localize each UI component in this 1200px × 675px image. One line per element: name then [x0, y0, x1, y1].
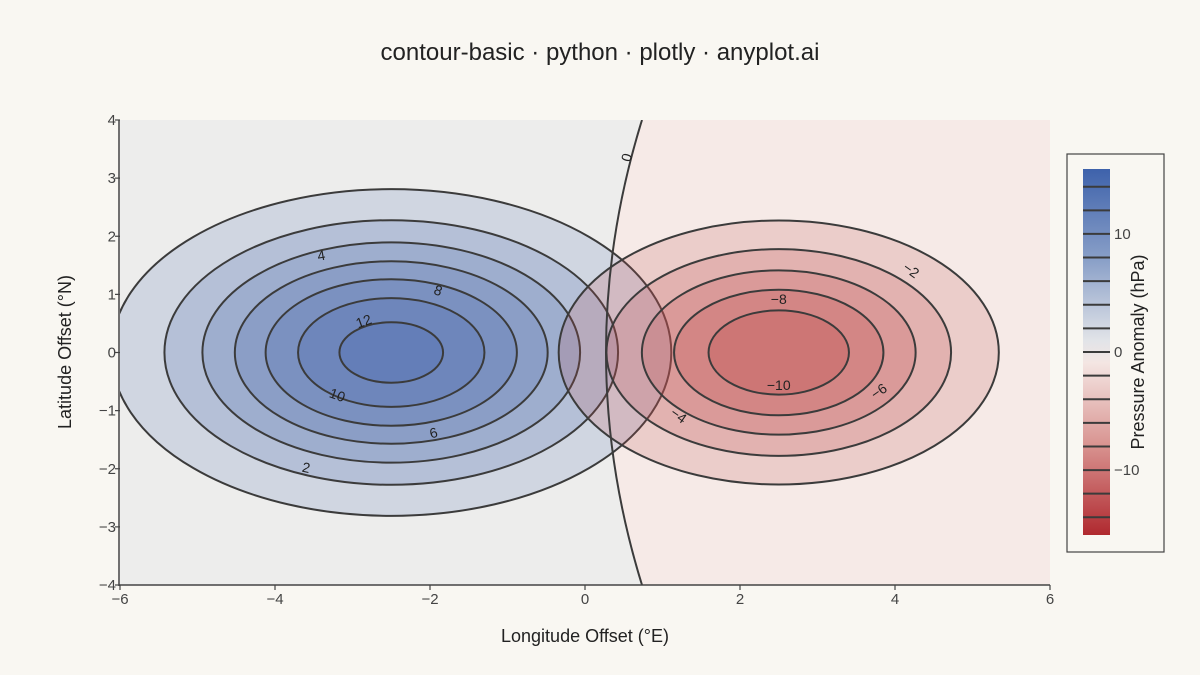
y-tick-label: 0	[108, 345, 116, 362]
colorbar-title: Pressure Anomaly (hPa)	[1128, 254, 1148, 449]
contour-zero-line	[605, 120, 643, 585]
y-axis-ticks: −4 −3 −2 −1 0 1 2 3 4	[99, 112, 120, 594]
x-tick-label: −2	[421, 591, 438, 608]
plot-area	[120, 120, 1050, 585]
contour-level-14	[338, 321, 445, 384]
contour-level--6	[640, 269, 917, 436]
contour-label: −2	[900, 259, 922, 281]
contour-level--10	[707, 309, 850, 396]
contour-label: −4	[668, 404, 690, 426]
y-tick-label: −1	[99, 403, 116, 420]
contour-label: 0	[618, 151, 636, 163]
y-tick-label: −2	[99, 461, 116, 478]
contour-label: 4	[316, 247, 327, 264]
x-tick-label: 6	[1046, 591, 1054, 608]
contour-label: 10	[327, 385, 347, 405]
x-tick-label: 0	[581, 591, 589, 608]
background-right	[606, 120, 1050, 585]
contour-lines	[120, 188, 1000, 517]
colorbar-ticks: 10 0 −10	[1114, 226, 1139, 479]
x-tick-label: −4	[266, 591, 283, 608]
contour-level-4	[163, 219, 620, 486]
x-tick-label: 4	[891, 591, 899, 608]
colorbar-tick-label: 10	[1114, 226, 1131, 243]
contour-level-2	[120, 188, 673, 517]
x-axis-ticks: −6 −4 −2 0 2 4 6	[111, 585, 1054, 608]
contour-level--2	[557, 219, 1000, 486]
y-tick-label: −3	[99, 519, 116, 536]
contour-level-8	[233, 260, 549, 445]
colorbar: 10 0 −10 Pressure Anomaly (hPa)	[1066, 153, 1165, 553]
contour-label: 2	[301, 459, 312, 476]
background-left	[120, 120, 640, 585]
contour-label: −6	[868, 380, 890, 402]
y-tick-label: 1	[108, 286, 116, 303]
contour-label: 6	[428, 424, 440, 442]
x-tick-label: −6	[111, 591, 128, 608]
x-axis-label: Longitude Offset (°E)	[501, 626, 669, 646]
contour-level-6	[201, 241, 582, 464]
colorbar-level-lines	[1083, 185, 1110, 519]
x-tick-label: 2	[736, 591, 744, 608]
y-axis-label: Latitude Offset (°N)	[55, 275, 75, 429]
contour-level--8	[673, 288, 885, 417]
y-tick-label: 4	[108, 112, 116, 129]
contour-label: −8	[771, 291, 787, 307]
colorbar-tick-label: −10	[1114, 462, 1139, 479]
contour-label: −10	[767, 377, 791, 393]
contour-level-12	[297, 297, 486, 408]
colorbar-tick-label: 0	[1114, 344, 1122, 361]
y-tick-label: 2	[108, 228, 116, 245]
y-tick-label: 3	[108, 170, 116, 187]
contour-label: 12	[354, 311, 374, 331]
contour-level-10	[264, 278, 518, 427]
y-tick-label: −4	[99, 577, 116, 594]
chart-title: contour-basic · python · plotly · anyplo…	[381, 39, 820, 66]
